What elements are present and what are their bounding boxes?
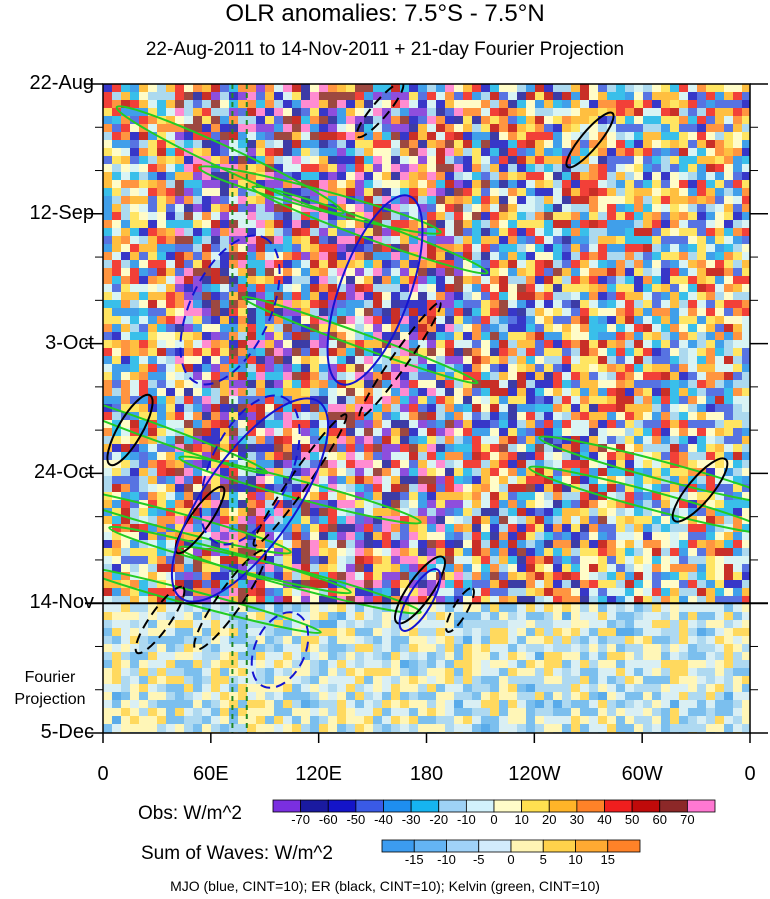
waves-colorbar-swatch bbox=[607, 839, 641, 853]
obs-colorbar-tick-label: -60 bbox=[318, 812, 338, 827]
er-contour bbox=[252, 413, 348, 547]
x-tick-label: 0 bbox=[97, 763, 109, 785]
obs-colorbar-swatch bbox=[576, 799, 605, 813]
kelvin-contour bbox=[103, 485, 292, 555]
waves-colorbar-swatch bbox=[478, 839, 512, 853]
er-contour bbox=[134, 585, 186, 655]
projection-label: Fourier Projection bbox=[14, 669, 86, 708]
obs-colorbar-tick-label: 0 bbox=[490, 812, 498, 827]
obs-colorbar-label: Obs: W/m^2 bbox=[138, 803, 242, 824]
y-tick-label: 14-Nov bbox=[29, 591, 94, 614]
waves-colorbar-tick-label: 5 bbox=[539, 852, 547, 867]
waves-colorbar-swatch bbox=[413, 839, 447, 853]
kelvin-contour bbox=[251, 185, 489, 275]
x-tick-label: 120E bbox=[295, 763, 343, 785]
waves-colorbar-tick-label: 10 bbox=[568, 852, 583, 867]
waves-colorbar-tick-label: 0 bbox=[507, 852, 515, 867]
x-tick-label: 60W bbox=[621, 763, 663, 785]
mjo-contour bbox=[250, 611, 310, 689]
kelvin-contour bbox=[538, 435, 750, 505]
obs-colorbar-swatch bbox=[300, 799, 329, 813]
y-tick-label: 12-Sep bbox=[29, 201, 95, 224]
obs-colorbar-tick-label: 50 bbox=[624, 812, 640, 827]
obs-colorbar-tick-label: 10 bbox=[514, 812, 529, 827]
x-tick-label: 0 bbox=[744, 763, 756, 785]
waves-colorbar-tick-label: -15 bbox=[404, 852, 424, 867]
kelvin-contour bbox=[198, 165, 442, 235]
er-contour bbox=[106, 393, 154, 467]
obs-colorbar-swatch bbox=[548, 799, 578, 813]
mjo-contour bbox=[170, 397, 330, 603]
waves-colorbar-swatch bbox=[575, 839, 609, 853]
er-contour bbox=[193, 549, 267, 651]
x-tick-label: 120W bbox=[508, 763, 561, 785]
obs-colorbar-swatch bbox=[355, 799, 384, 813]
obs-colorbar-tick-label: -20 bbox=[429, 812, 449, 827]
waves-colorbar-swatch bbox=[510, 839, 544, 853]
obs-colorbar-swatch bbox=[383, 799, 412, 813]
waves-colorbar-swatch bbox=[381, 839, 415, 853]
obs-colorbar-swatch bbox=[327, 799, 357, 813]
y-tick-label: 3-Oct bbox=[45, 331, 94, 354]
kelvin-contour bbox=[528, 465, 750, 535]
mjo-contour bbox=[326, 194, 424, 386]
obs-colorbar-swatch bbox=[631, 799, 661, 813]
mjo-contour bbox=[398, 568, 442, 632]
mjo-contour bbox=[179, 234, 281, 386]
mjo-contour bbox=[199, 394, 301, 546]
waves-colorbar-swatch bbox=[542, 839, 576, 853]
waves-colorbar-tick-label: 15 bbox=[600, 852, 615, 867]
er-contour bbox=[174, 485, 226, 555]
x-tick-label: 180 bbox=[409, 763, 444, 785]
obs-colorbar-tick-label: 20 bbox=[542, 812, 557, 827]
er-contour bbox=[394, 555, 446, 625]
contour-legend-footer: MJO (blue, CINT=10); ER (black, CINT=10)… bbox=[170, 878, 600, 894]
obs-colorbar-tick-label: -10 bbox=[456, 812, 476, 827]
obs-colorbar-tick-label: -50 bbox=[346, 812, 366, 827]
er-contour bbox=[358, 301, 442, 419]
er-contour bbox=[565, 111, 615, 169]
obs-colorbar-tick-label: 40 bbox=[597, 812, 612, 827]
er-contour bbox=[355, 84, 405, 139]
chart-title: OLR anomalies: 7.5°S - 7.5°N bbox=[225, 0, 545, 27]
er-contour bbox=[445, 587, 475, 633]
obs-colorbar-swatch bbox=[465, 799, 495, 813]
y-tick-label: 5-Dec bbox=[40, 721, 94, 743]
waves-colorbar-swatch bbox=[446, 839, 480, 853]
obs-colorbar-tick-label: 30 bbox=[569, 812, 585, 827]
waves-colorbar-tick-label: -10 bbox=[437, 852, 456, 867]
obs-colorbar-swatch bbox=[493, 799, 523, 813]
waves-colorbar-label: Sum of Waves: W/m^2 bbox=[141, 843, 333, 864]
obs-colorbar-tick-label: -40 bbox=[374, 812, 393, 827]
obs-colorbar-swatch bbox=[438, 799, 467, 813]
obs-colorbar-swatch bbox=[521, 799, 550, 813]
chart-subtitle: 22-Aug-2011 to 14-Nov-2011 + 21-day Four… bbox=[145, 39, 625, 60]
kelvin-contour bbox=[178, 545, 422, 615]
obs-colorbar-tick-label: 60 bbox=[652, 812, 667, 827]
waves-colorbar-tick-label: -5 bbox=[472, 852, 485, 867]
obs-colorbar-swatch bbox=[659, 799, 688, 813]
obs-colorbar-swatch bbox=[272, 799, 302, 813]
y-tick-label: 24-Oct bbox=[33, 461, 94, 484]
obs-colorbar-swatch bbox=[410, 799, 440, 813]
kelvin-contour bbox=[115, 105, 345, 215]
er-contour bbox=[671, 457, 729, 523]
obs-colorbar-tick-label: -30 bbox=[401, 812, 421, 827]
obs-colorbar-swatch bbox=[686, 799, 716, 813]
obs-colorbar-tick-label: -70 bbox=[291, 812, 311, 827]
kelvin-contour bbox=[103, 565, 322, 635]
obs-colorbar-tick-label: 70 bbox=[680, 812, 695, 827]
kelvin-contour bbox=[241, 295, 479, 385]
obs-colorbar-swatch bbox=[604, 799, 633, 813]
x-tick-label: 60E bbox=[193, 763, 229, 785]
y-tick-label: 22-Aug bbox=[29, 72, 95, 94]
